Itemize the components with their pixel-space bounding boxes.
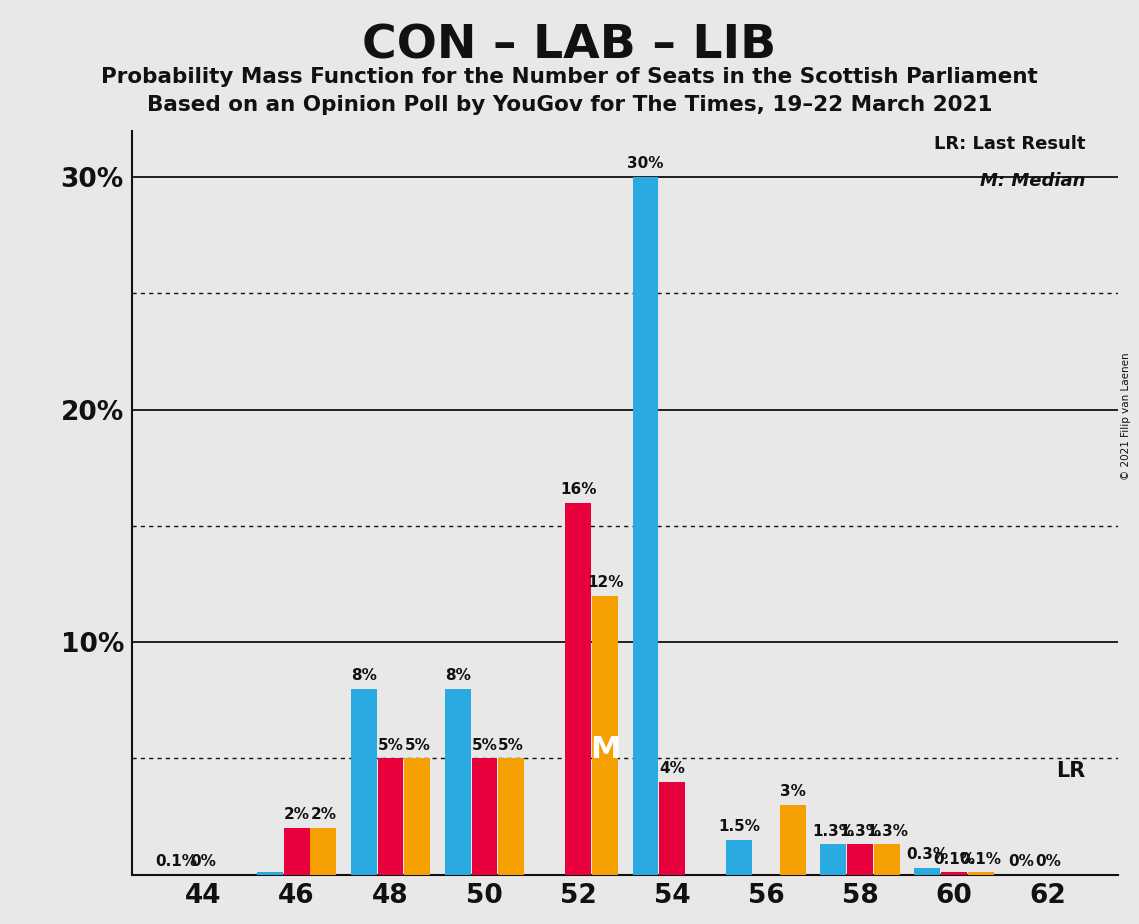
Text: © 2021 Filip van Laenen: © 2021 Filip van Laenen [1121, 352, 1131, 480]
Text: LR: LR [1056, 760, 1085, 781]
Bar [780, 805, 805, 875]
Text: 0.3%: 0.3% [907, 847, 949, 862]
Text: 0%: 0% [1035, 854, 1060, 869]
Text: 2%: 2% [310, 808, 336, 822]
Bar [592, 596, 618, 875]
Bar [874, 845, 900, 875]
Bar [498, 759, 524, 875]
Text: 1.3%: 1.3% [866, 823, 908, 839]
Text: 12%: 12% [587, 575, 623, 590]
Bar [472, 759, 498, 875]
Bar [284, 828, 310, 875]
Text: Probability Mass Function for the Number of Seats in the Scottish Parliament: Probability Mass Function for the Number… [101, 67, 1038, 87]
Text: 1.3%: 1.3% [839, 823, 882, 839]
Text: 5%: 5% [472, 737, 498, 752]
Text: 2%: 2% [284, 808, 310, 822]
Bar [311, 828, 336, 875]
Text: 1.3%: 1.3% [812, 823, 854, 839]
Bar [941, 872, 967, 875]
Text: 16%: 16% [560, 481, 597, 497]
Text: Based on an Opinion Poll by YouGov for The Times, 19–22 March 2021: Based on an Opinion Poll by YouGov for T… [147, 95, 992, 116]
Bar [727, 840, 752, 875]
Bar [378, 759, 403, 875]
Text: 8%: 8% [351, 668, 377, 683]
Bar [915, 868, 940, 875]
Bar [257, 872, 282, 875]
Text: 30%: 30% [628, 156, 664, 171]
Bar [820, 845, 846, 875]
Text: 0.1%: 0.1% [155, 854, 197, 869]
Bar [659, 782, 686, 875]
Text: 3%: 3% [780, 784, 806, 799]
Text: 8%: 8% [444, 668, 470, 683]
Text: 5%: 5% [378, 737, 403, 752]
Text: 0.1%: 0.1% [960, 852, 1001, 867]
Bar [565, 503, 591, 875]
Bar [847, 845, 872, 875]
Text: 5%: 5% [404, 737, 431, 752]
Text: 0%: 0% [190, 854, 215, 869]
Text: 4%: 4% [659, 760, 686, 776]
Text: M: M [590, 735, 621, 763]
Text: 5%: 5% [498, 737, 524, 752]
Bar [444, 688, 470, 875]
Text: 1.5%: 1.5% [719, 819, 761, 834]
Text: 0.1%: 0.1% [933, 852, 975, 867]
Text: M: Median: M: Median [980, 173, 1085, 190]
Text: CON – LAB – LIB: CON – LAB – LIB [362, 23, 777, 68]
Bar [968, 872, 993, 875]
Text: 0%: 0% [1008, 854, 1034, 869]
Text: LR: Last Result: LR: Last Result [934, 135, 1085, 153]
Bar [632, 177, 658, 875]
Bar [351, 688, 377, 875]
Bar [404, 759, 431, 875]
